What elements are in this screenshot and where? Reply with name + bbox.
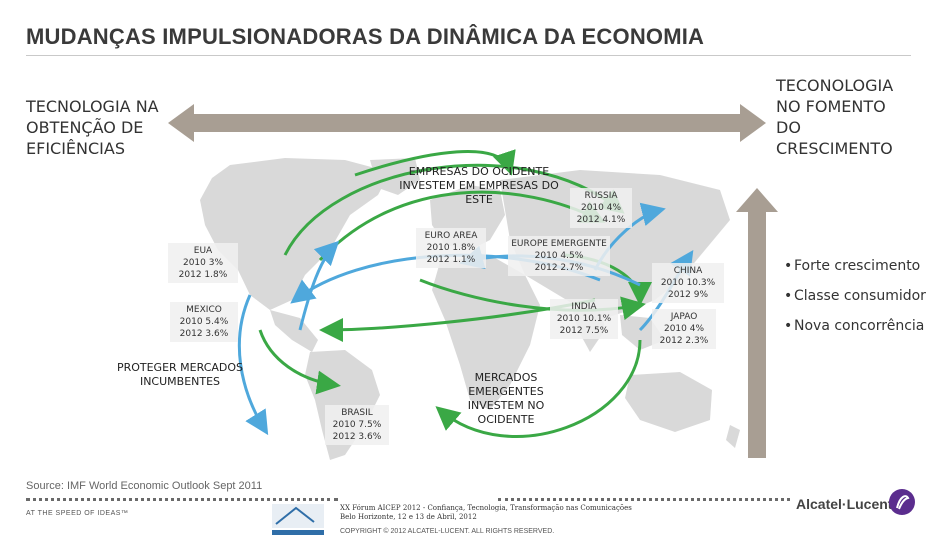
bullet-strong-growth: Forte crescimento	[784, 257, 926, 275]
region-india: INDIA 2010 10.1% 2012 7.5%	[550, 299, 618, 339]
source-note: Source: IMF World Economic Outlook Sept …	[26, 480, 263, 492]
region-euro-area: EURO AREA 2010 1.8% 2012 1.1%	[416, 228, 486, 268]
footer-dotted-line-left	[26, 498, 338, 501]
technology-growth-label: TECONOLOGIA NO FOMENTO DO CRESCIMENTO	[776, 76, 894, 158]
central-america	[270, 310, 318, 352]
horizontal-double-arrow	[168, 104, 766, 142]
region-europe-emergente: EUROPE EMERGENTE 2010 4.5% 2012 2.7%	[508, 236, 610, 276]
region-mexico: MEXICO 2010 5.4% 2012 3.6%	[170, 302, 238, 342]
forum-logo	[272, 504, 324, 535]
new-zealand	[726, 425, 740, 448]
emerging-invest-west-callout: MERCADOS EMERGENTES INVESTEM NO OCIDENTE	[467, 371, 545, 426]
blue-arrow-protect	[237, 294, 269, 436]
west-invest-east-callout: EMPRESAS DO OCIDENTE INVESTEM EM EMPRESA…	[399, 165, 559, 206]
alcatel-lucent-wordmark: Alcatel·Lucent	[796, 496, 893, 512]
green-arrow-europe-to-asia	[354, 149, 516, 177]
alcatel-lucent-logo-icon	[889, 489, 915, 515]
region-eua: EUA 2010 3% 2012 1.8%	[168, 243, 238, 283]
bullet-new-competition: Nova concorrência	[784, 317, 926, 335]
technology-efficiency-label: TECNOLOGIA NA OBTENÇÃO DE EFICIÊNCIAS	[26, 97, 159, 158]
green-arrow-america-loop	[258, 329, 341, 395]
region-brasil: BRASIL 2010 7.5% 2012 3.6%	[325, 405, 389, 445]
region-japao: JAPAO 2010 4% 2012 2.3%	[652, 309, 716, 349]
footer-copyright: COPYRIGHT © 2012 ALCATEL-LUCENT. ALL RIG…	[340, 528, 555, 535]
title-divider	[26, 55, 911, 56]
footer-dotted-line-right	[498, 498, 790, 501]
page-title: MUDANÇAS IMPULSIONADORAS DA DINÂMICA DA …	[26, 24, 705, 49]
vertical-up-arrow	[736, 188, 778, 458]
region-russia: RUSSIA 2010 4% 2012 4.1%	[570, 188, 632, 228]
protect-markets-callout: PROTEGER MERCADOS INCUMBENTES	[116, 361, 244, 388]
footer-tagline: AT THE SPEED OF IDEAS™	[26, 510, 129, 517]
australia	[625, 372, 712, 432]
region-china: CHINA 2010 10.3% 2012 9%	[652, 263, 724, 303]
footer-event-info: XX Fórum AICEP 2012 - Confiança, Tecnolo…	[340, 504, 632, 521]
growth-bullets: Forte crescimento Classe consumidor Nova…	[784, 257, 926, 347]
bullet-consumer-class: Classe consumidor	[784, 287, 926, 305]
green-arrow-america-to-east	[318, 190, 606, 262]
green-arrow-emerging-to-west	[435, 339, 642, 438]
green-arrow-west-to-east	[283, 163, 625, 256]
blue-arrow-americas	[298, 240, 340, 331]
north-america	[200, 158, 390, 310]
